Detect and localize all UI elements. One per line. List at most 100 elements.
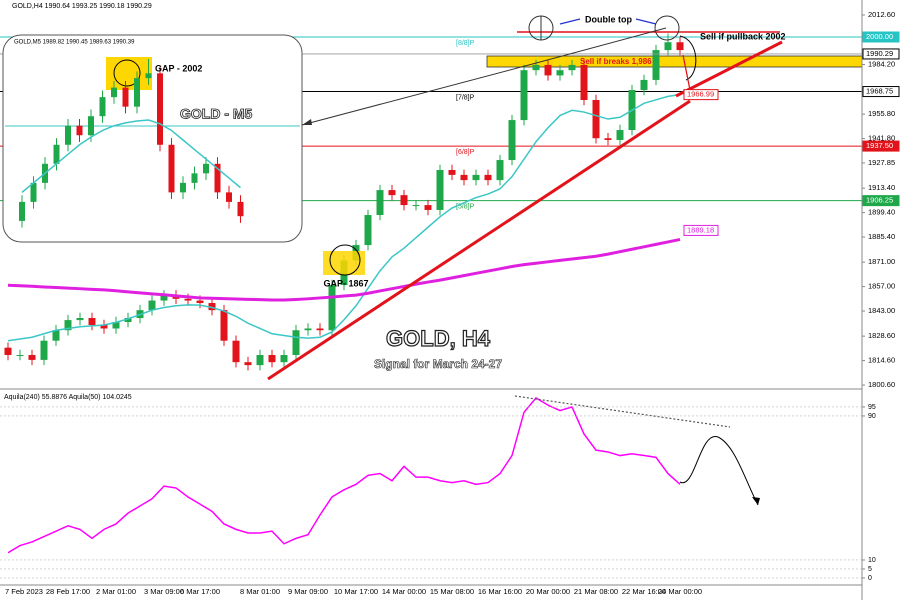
forecast-head [752,497,760,505]
y-tick-label: 1814.60 [868,356,895,365]
candle-body [520,70,528,121]
y-tick-label: 1885.40 [868,232,895,241]
y-tick-label: 1913.40 [868,183,895,192]
annotation: GOLD, H4 [386,326,491,351]
gap-circle [113,59,141,87]
x-tick-label: 6 Mar 17:00 [180,587,220,596]
x-tick-label: 24 Mar 00:00 [658,587,702,596]
candle-body [676,42,684,51]
candle-body [160,295,168,301]
y-tick-label: 1871.00 [868,257,895,266]
candle-body [472,174,480,181]
candle-body [484,174,492,181]
y-tick-label: 1955.80 [868,109,895,118]
price-label: 1990.29 [866,49,893,58]
candle-body [53,144,60,164]
y-tick-label: 1899.40 [868,208,895,217]
price-box [862,195,900,207]
candle-body [280,355,288,363]
candle-body [148,300,156,311]
candle-body [388,190,396,196]
y-tick-label: 1941.80 [868,134,895,143]
candle-body [19,201,25,221]
candle-body [556,70,564,76]
candle-body [508,120,516,161]
candle-body [28,355,36,360]
candle-body [196,300,204,303]
candle-body [30,182,37,202]
candle-body [100,324,108,329]
candle-body [460,174,468,181]
forecast-path [679,436,759,506]
candle-body [424,205,432,210]
candle-body [203,163,209,174]
price-label: 1968.75 [866,87,893,96]
candle-body [88,318,96,325]
candle-body [88,116,94,136]
candle-body [568,64,576,71]
candle-body [652,50,660,80]
breakdown-arrow [682,54,691,91]
annotation: Double top [585,14,632,24]
candle-body [412,205,420,207]
trendline [675,40,783,98]
price-label: 1937.50 [866,141,893,150]
candle-body [616,130,624,140]
price-box [862,48,900,60]
chart-header: GOLD,H4 1990.64 1993.25 1990.18 1990.29 [12,3,152,10]
y-tick-label: 10 [868,557,876,564]
indicator-line [7,396,681,554]
level-tag: [5/8]P [456,203,475,210]
candle-body [16,355,24,357]
price-box [862,140,900,152]
x-tick-label: 20 Mar 00:00 [526,587,570,596]
candle-body [99,97,106,117]
price-box [683,224,719,236]
candle-body [496,160,504,181]
inset-header: GOLD,M5 1989.82 1990.45 1989.63 1990.39 [14,40,135,46]
candle-body [4,347,12,356]
x-tick-label: 16 Mar 16:00 [478,587,522,596]
y-tick-label: 5 [868,566,872,573]
indicator-header: Aquila(240) 55.8876 Aquila(50) 104.0245 [4,394,132,401]
candle-body [180,182,186,193]
candle-body [664,42,672,51]
inset-panel: GOLD,M5 1989.82 1990.45 1989.63 1990.39 G… [2,34,303,243]
inset-title: GOLD - M5 [180,106,253,122]
x-tick-label: 10 Mar 17:00 [334,587,378,596]
trendline [267,99,691,381]
candle-body [436,170,444,210]
price-box [683,89,719,101]
inset-frame [2,34,303,243]
candle-body [328,285,336,331]
gap-circle [329,244,361,276]
x-tick-label: 3 Mar 09:00 [144,587,184,596]
y-tick-label: 2012.60 [868,10,895,19]
candle-body [76,318,84,321]
level-tag: [6/8]P [456,149,475,156]
x-tick-label: 2 Mar 01:00 [96,587,136,596]
x-tick-label: 21 Mar 08:00 [574,587,618,596]
candle-body [640,79,648,91]
price-label: 1966.99 [687,90,714,99]
moving-average [21,119,241,193]
candle-body [52,330,60,341]
annotation: GAP- 1867 [323,278,368,288]
y-tick-label: 95 [868,404,876,411]
candle-body [208,302,216,311]
candle-body [268,355,276,363]
candle-body [145,73,152,79]
top-circle [654,15,680,41]
pullback-arrow [679,35,697,81]
candle-body [580,64,588,101]
candle-body [168,144,175,193]
candle-body [191,173,198,183]
candle-body [304,328,312,331]
candle-body [65,125,71,145]
x-tick-label: 9 Mar 09:00 [288,587,328,596]
candle-body [256,355,264,366]
candle-body [364,215,372,246]
candle-body [226,192,232,202]
